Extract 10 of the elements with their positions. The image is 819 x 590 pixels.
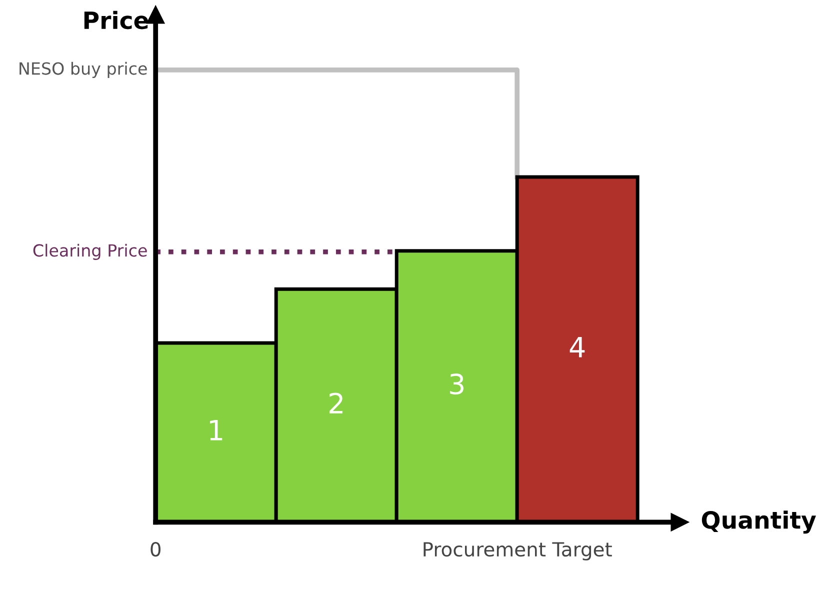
x-axis-title: Quantity: [702, 510, 816, 534]
x-tick-label: 4: [570, 336, 585, 358]
text: Price: [84, 10, 148, 30]
x-tick-label: 2: [330, 392, 342, 414]
x-tick-label: 1: [210, 420, 222, 440]
ref-line-label: NESO buy price: [20, 62, 147, 78]
text: 0: [150, 542, 161, 557]
x-tick-label: 3: [450, 374, 464, 395]
text: Procurement Target: [424, 542, 612, 560]
ref-line-label: Clearing Price: [33, 244, 147, 260]
